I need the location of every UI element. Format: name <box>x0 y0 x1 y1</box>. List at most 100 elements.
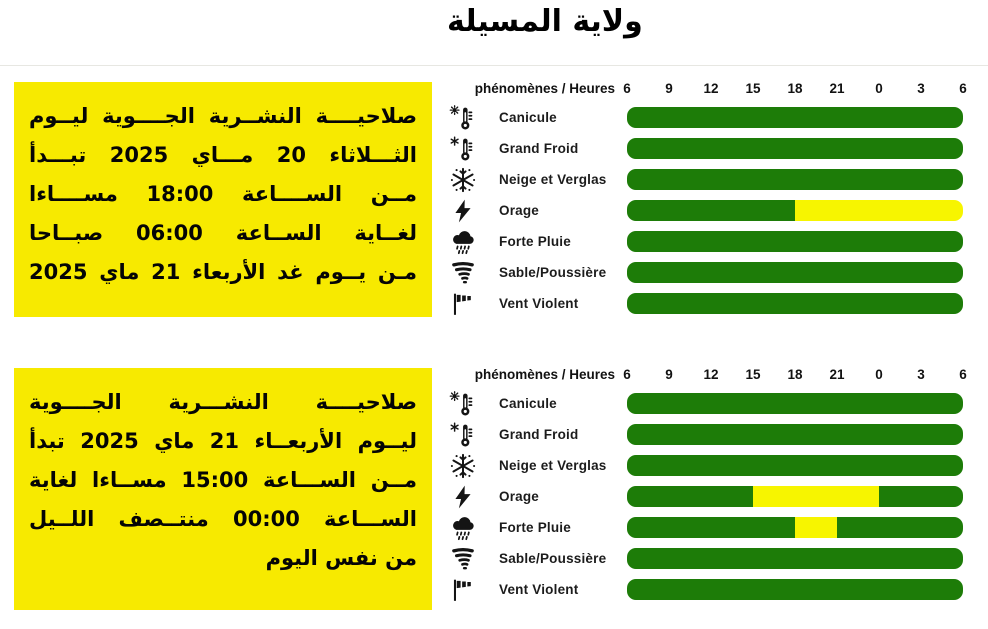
windsock-icon <box>440 576 485 604</box>
hour-tick-label: 9 <box>665 81 673 96</box>
hour-tick-label: 12 <box>703 367 719 382</box>
lightning-icon <box>440 197 485 225</box>
hour-tick-label: 21 <box>829 367 845 382</box>
timeline-bar <box>627 548 963 569</box>
validity-line: مــن الســـاعة 15:00 مســاءا لغاية <box>29 468 417 492</box>
hour-tick-label: 9 <box>665 367 673 382</box>
phenomenon-label: Forte Pluie <box>499 234 571 249</box>
validity-line: صلاحيــــة النشـــرية الجــــوية <box>29 390 417 414</box>
phenomenon-label: Sable/Poussière <box>499 551 607 566</box>
phenomenon-label: Canicule <box>499 110 557 125</box>
phenomenon-label: Sable/Poussière <box>499 265 607 280</box>
vigilance-segment-yellow <box>753 486 879 507</box>
vigilance-segment-green <box>627 393 963 414</box>
vigilance-bar <box>627 548 963 569</box>
vigilance-segment-green <box>627 169 963 190</box>
validity-line: الســـاعة 00:00 منتــصف اللــيل <box>29 507 417 531</box>
vigilance-segment-green <box>627 455 963 476</box>
vigilance-chart-day2: phénomènes / Heures 6 9 12 15 18 21 0 3 6 Canicule… <box>440 366 967 605</box>
hour-tick-label: 6 <box>623 367 631 382</box>
vigilance-bar <box>627 169 963 190</box>
timeline-bar <box>627 486 963 507</box>
hour-tick-label: 18 <box>787 367 803 382</box>
vigilance-bar <box>627 424 963 445</box>
vigilance-bar <box>627 517 963 538</box>
validity-text-box-2: صلاحيــــة النشـــرية الجــــوية ليــوم ا… <box>14 368 432 610</box>
timeline-bar <box>627 455 963 476</box>
phenomenon-label: Neige et Verglas <box>499 458 607 473</box>
phenomenon-label: Grand Froid <box>499 427 579 442</box>
validity-line: مـن يــوم غد الأربعاء 21 ماي 2025 <box>29 260 417 284</box>
phenomenon-label: Orage <box>499 203 540 218</box>
timeline-bar <box>627 579 963 600</box>
hour-tick-label: 6 <box>959 367 967 382</box>
vigilance-segment-green <box>627 107 963 128</box>
vigilance-segment-green <box>879 486 963 507</box>
validity-line: لغــاية الســاعة 06:00 صبــاحا <box>29 221 417 245</box>
phenomenon-row: Neige et Verglas <box>440 450 963 481</box>
vigilance-bar <box>627 107 963 128</box>
timeline-bar <box>627 200 963 221</box>
validity-text-box-1: صلاحيــــة النشــرية الجــــوية ليــوم ال… <box>14 82 432 317</box>
vigilance-segment-green <box>627 200 795 221</box>
phenomenon-row: Grand Froid <box>440 419 963 450</box>
vigilance-segment-green <box>627 548 963 569</box>
hour-tick-label: 15 <box>745 81 761 96</box>
vigilance-bar <box>627 486 963 507</box>
vigilance-segment-green <box>627 138 963 159</box>
hour-tick-label: 15 <box>745 367 761 382</box>
phenomenon-row: Canicule <box>440 102 963 133</box>
chart-header: phénomènes / Heures 6 9 12 15 18 21 0 3 6 <box>440 366 967 388</box>
validity-line: ليــوم الأربعــاء 21 ماي 2025 تبدأ <box>29 429 417 453</box>
phenomenon-row: Forte Pluie <box>440 226 963 257</box>
timeline-bar <box>627 393 963 414</box>
phenomenon-row: Sable/Poussière <box>440 543 963 574</box>
page-title: ولاية المسيلة <box>447 4 643 39</box>
phenomenon-row: Orage <box>440 481 963 512</box>
validity-line: مــن الســــاعة 18:00 مســــاءا <box>29 182 417 206</box>
vigilance-bar <box>627 293 963 314</box>
validity-line: الثـــلاثاء 20 مـــاي 2025 تبـــدأ <box>29 143 417 167</box>
vigilance-segment-green <box>627 424 963 445</box>
timeline-bar <box>627 262 963 283</box>
hour-tick-label: 3 <box>917 81 925 96</box>
vigilance-bar <box>627 262 963 283</box>
thermometer-sun-icon <box>440 104 485 132</box>
vigilance-bar <box>627 231 963 252</box>
thermometer-snowflake-icon <box>440 135 485 163</box>
vigilance-chart-day1: phénomènes / Heures 6 9 12 15 18 21 0 3 6 Canicule… <box>440 80 967 319</box>
title-separator <box>0 65 988 66</box>
phenomenon-row: Vent Violent <box>440 574 963 605</box>
phenomenon-label: Neige et Verglas <box>499 172 607 187</box>
hour-tick-label: 6 <box>623 81 631 96</box>
phenomenon-row: Vent Violent <box>440 288 963 319</box>
vigilance-segment-green <box>627 486 753 507</box>
phenomenon-row: Orage <box>440 195 963 226</box>
tornado-icon <box>440 545 485 573</box>
thermometer-sun-icon <box>440 390 485 418</box>
timeline-bar <box>627 169 963 190</box>
vigilance-bar <box>627 579 963 600</box>
vigilance-segment-green <box>627 293 963 314</box>
windsock-icon <box>440 290 485 318</box>
phenomenon-row: Canicule <box>440 388 963 419</box>
vigilance-bar <box>627 138 963 159</box>
timeline-bar <box>627 424 963 445</box>
vigilance-bar <box>627 200 963 221</box>
phenomenon-label: Orage <box>499 489 540 504</box>
phenomena-hours-header: phénomènes / Heures <box>474 367 615 382</box>
hour-axis: 6 9 12 15 18 21 0 3 6 <box>623 81 967 102</box>
timeline-bar <box>627 231 963 252</box>
phenomenon-row: Neige et Verglas <box>440 164 963 195</box>
timeline-bar <box>627 107 963 128</box>
timeline-bar <box>627 293 963 314</box>
vigilance-bar <box>627 455 963 476</box>
chart-header: phénomènes / Heures 6 9 12 15 18 21 0 3 6 <box>440 80 967 102</box>
rain-cloud-icon <box>440 514 485 542</box>
phenomenon-label: Vent Violent <box>499 296 579 311</box>
hour-tick-label: 3 <box>917 367 925 382</box>
tornado-icon <box>440 259 485 287</box>
vigilance-segment-green <box>627 262 963 283</box>
phenomenon-row: Sable/Poussière <box>440 257 963 288</box>
hour-axis: 6 9 12 15 18 21 0 3 6 <box>623 367 967 388</box>
